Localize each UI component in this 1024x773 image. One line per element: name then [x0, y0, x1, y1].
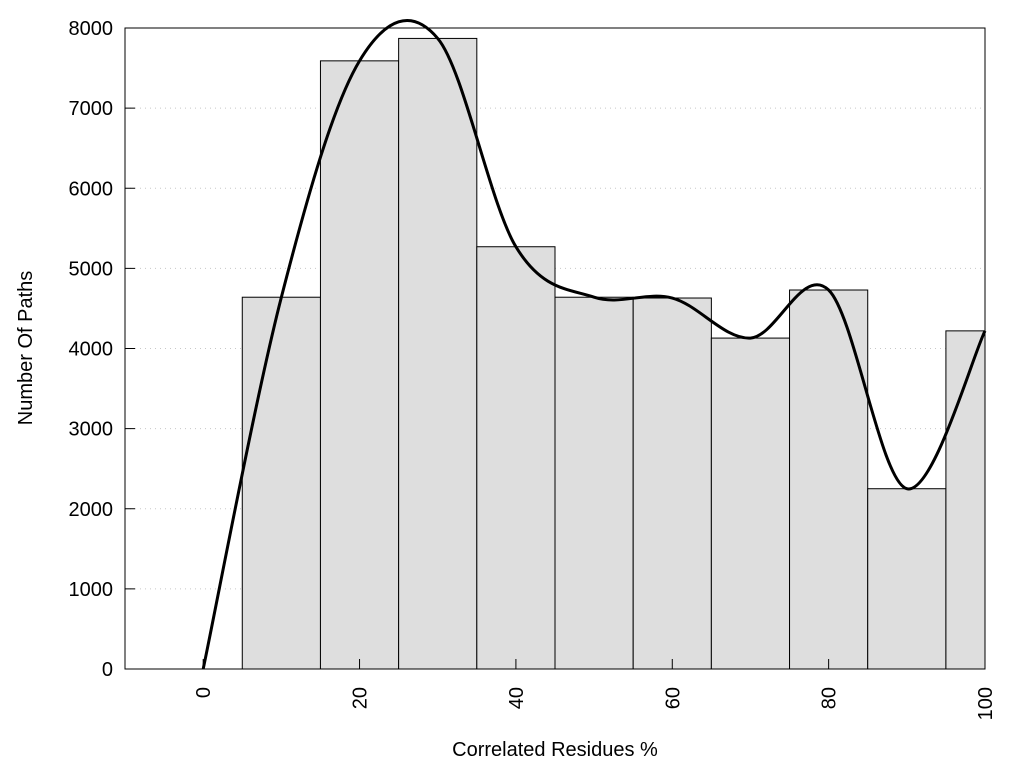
x-axis: 0 20 40 60 80 100 — [193, 659, 997, 720]
y-tick-label: 2000 — [69, 499, 114, 521]
y-tick-label: 8000 — [69, 18, 114, 40]
bar — [867, 488, 947, 670]
smooth-curve — [201, 19, 987, 670]
y-tick-label: 7000 — [69, 98, 114, 120]
x-tick-label: 60 — [662, 687, 684, 709]
y-tick-label: 6000 — [69, 178, 114, 200]
bar — [789, 289, 869, 670]
y-tick-label: 0 — [102, 659, 113, 681]
x-tick-label: 100 — [975, 687, 997, 720]
x-tick-label: 80 — [819, 687, 841, 709]
y-tick-label: 5000 — [69, 258, 114, 280]
bar — [319, 60, 400, 670]
x-tick-label: 0 — [193, 687, 215, 698]
y-axis-label: Number Of Paths — [15, 271, 37, 426]
x-tick-label: 20 — [350, 687, 372, 709]
y-tick-label: 1000 — [69, 579, 114, 601]
bar — [554, 296, 634, 670]
bars — [241, 37, 986, 670]
y-axis: 0 1000 2000 3000 4000 5000 6000 7000 8000 — [69, 18, 135, 681]
bar — [241, 296, 321, 670]
x-axis-label: Correlated Residues % — [452, 739, 658, 761]
bar — [632, 297, 712, 670]
bar — [398, 37, 478, 670]
y-tick-label: 4000 — [69, 339, 114, 361]
bar — [476, 246, 556, 670]
bar — [710, 337, 791, 670]
x-tick-label: 40 — [506, 687, 528, 709]
curve-line — [201, 19, 987, 670]
y-tick-label: 3000 — [69, 419, 114, 441]
